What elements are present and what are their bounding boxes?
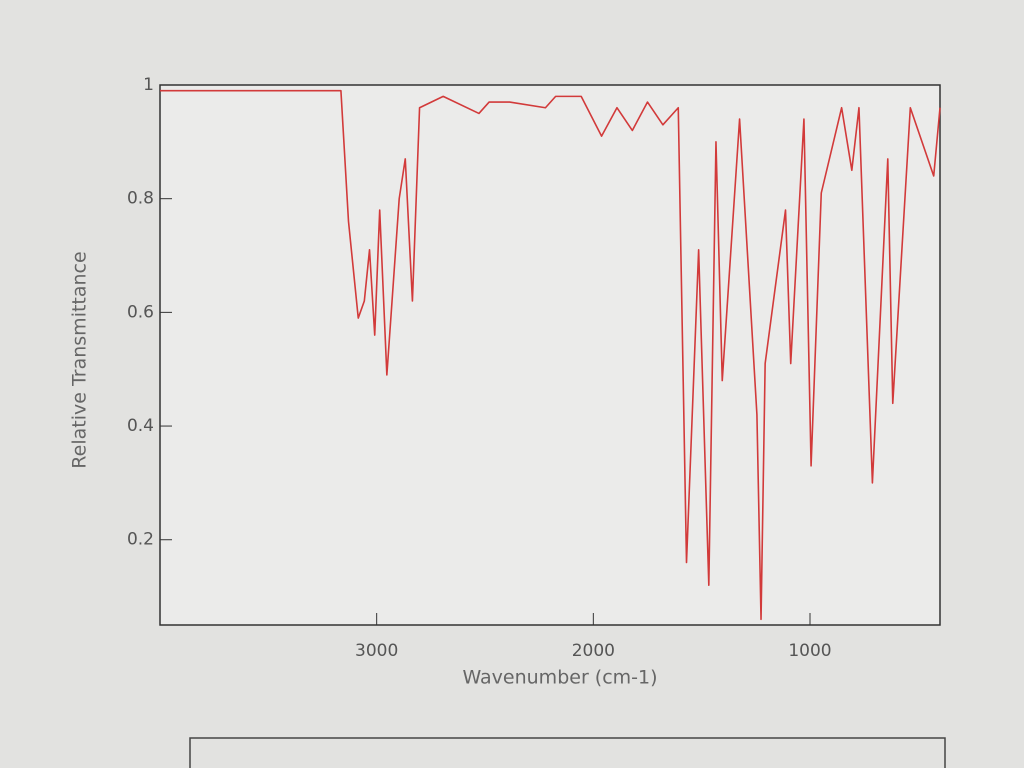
next-frame: [189, 737, 946, 768]
x-axis-title: Wavenumber (cm-1): [462, 667, 657, 689]
y-tick-label: 0.4: [127, 416, 154, 436]
spectrum-line: [160, 89, 941, 621]
y-tick-label: 1: [143, 75, 154, 95]
y-tick-label: 0.8: [127, 189, 154, 209]
y-tick-label: 0.6: [127, 302, 154, 322]
plot-frame: [159, 84, 941, 626]
x-tick-label: 1000: [788, 641, 831, 661]
y-tick-label: 0.2: [127, 530, 154, 550]
x-tick-label: 2000: [572, 641, 615, 661]
y-axis-title: Relative Transmittance: [69, 251, 91, 468]
x-tick-label: 3000: [355, 641, 398, 661]
